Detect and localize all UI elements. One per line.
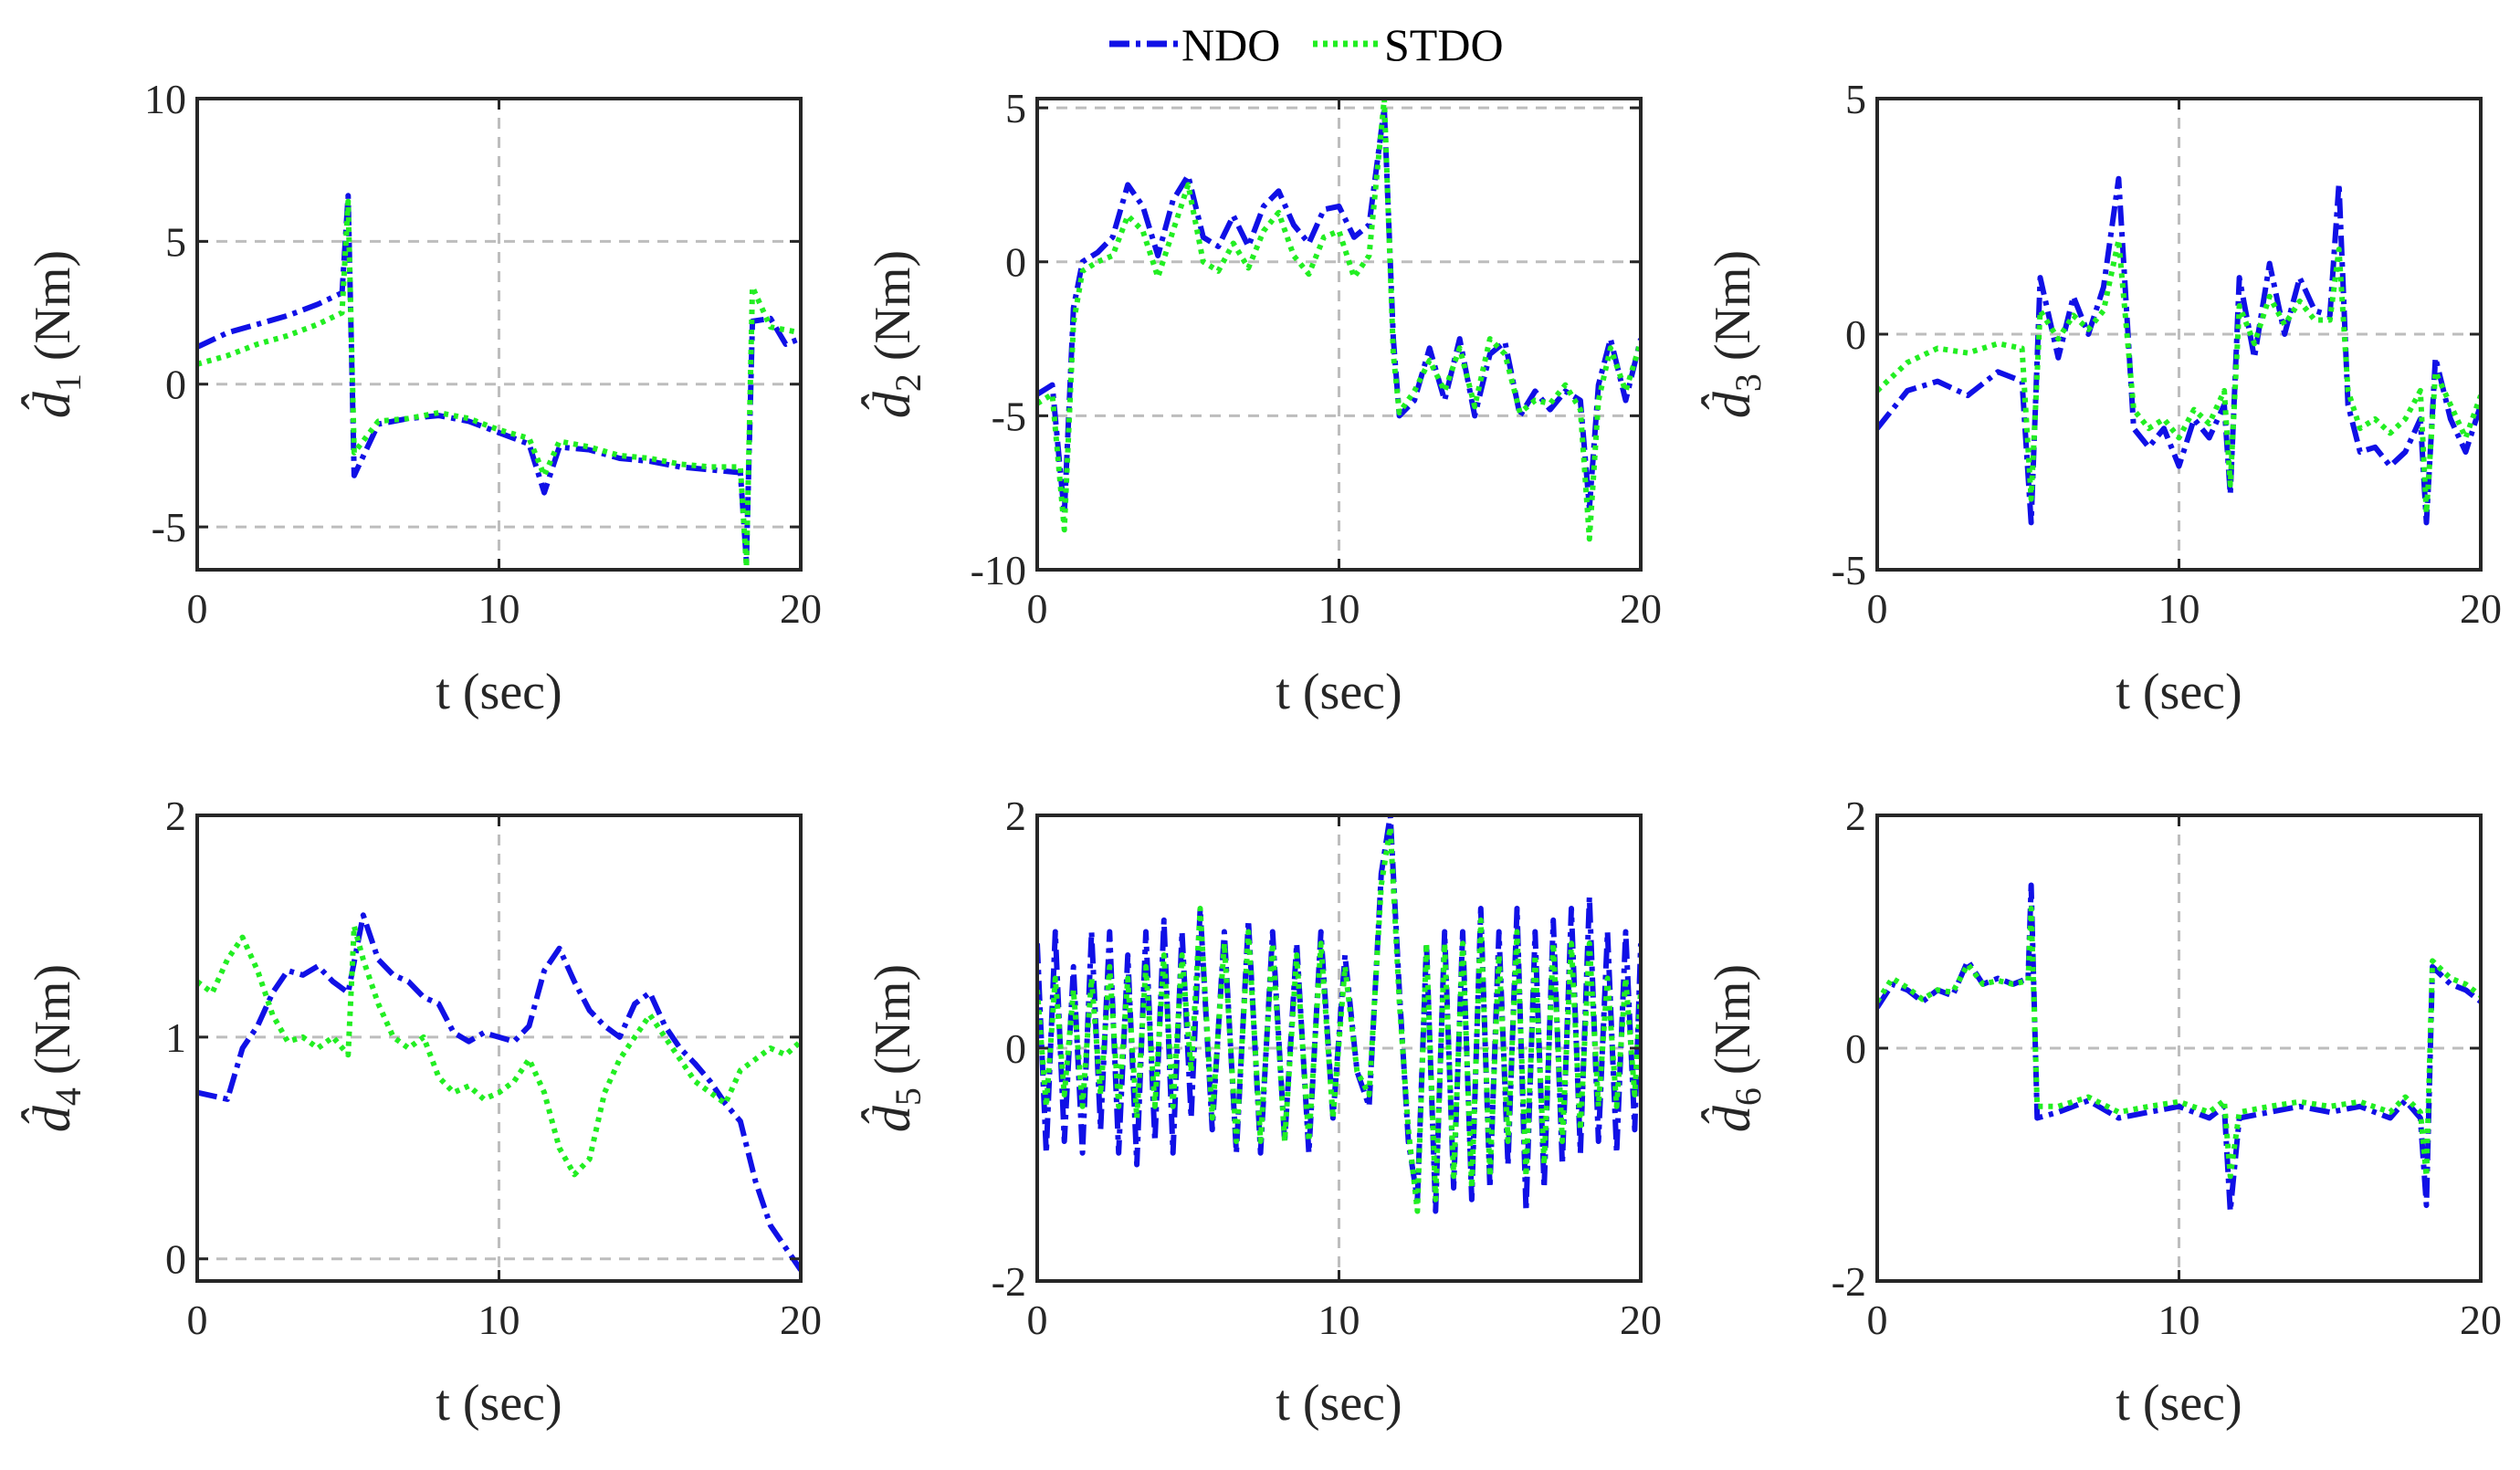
y-tick-label-d4: 2 (165, 793, 186, 839)
y-tick-label-d1: -5 (152, 504, 186, 551)
series-line-stdo-d2 (1037, 99, 1641, 542)
subplot-d2: 0 10 20 5 0 -5 -10 t (sec) d̂2 (Nm) (862, 85, 1662, 720)
y-tick-label-d6: 2 (1845, 793, 1866, 839)
series-line-ndo-d4 (197, 912, 801, 1272)
y-tick-label-d2: 0 (1005, 239, 1026, 286)
y-tick-label-d4: 1 (165, 1014, 186, 1061)
legend-ndo-label: NDO (1181, 19, 1280, 70)
y-label-subscript-d5: 5 (887, 1087, 929, 1106)
y-tick-label-d5: 2 (1005, 793, 1026, 839)
y-label-symbol-d1: d̂ (22, 391, 81, 418)
y-label-symbol-d3: d̂ (1702, 391, 1761, 418)
y-tick-label-d1: 10 (144, 76, 186, 122)
y-label-subscript-d1: 1 (47, 373, 89, 392)
x-tick-label-d1: 20 (780, 585, 822, 632)
y-label-subscript-d3: 3 (1727, 373, 1769, 392)
y-label-unit-d5: (Nm) (865, 964, 921, 1075)
y-tick-label-d5: -2 (992, 1258, 1026, 1305)
y-tick-label-d2: -5 (992, 393, 1026, 439)
x-tick-label-d6: 0 (1867, 1297, 1888, 1343)
y-tick-label-d4: 0 (165, 1236, 186, 1283)
y-label-symbol-d4: d̂ (22, 1105, 81, 1132)
x-axis-label-d3: t (sec) (2116, 664, 2242, 720)
y-tick-label-d1: 0 (165, 362, 186, 408)
x-tick-label-d5: 20 (1620, 1297, 1662, 1343)
legend: NDO STDO (1109, 19, 1504, 70)
y-axis-label-d2: d̂2 (Nm) (862, 250, 929, 418)
x-axis-label-d2: t (sec) (1276, 664, 1402, 720)
x-tick-label-d5: 10 (1318, 1297, 1360, 1343)
y-label-unit-d4: (Nm) (25, 964, 81, 1075)
series-line-stdo-d3 (1877, 236, 2481, 517)
y-label-unit-d6: (Nm) (1705, 964, 1761, 1075)
x-tick-label-d1: 0 (187, 585, 208, 632)
y-label-unit-d3: (Nm) (1705, 250, 1761, 361)
series-line-stdo-d6 (1877, 906, 2481, 1180)
y-axis-label-d3: d̂3 (Nm) (1702, 250, 1769, 418)
x-axis-label-d4: t (sec) (436, 1375, 562, 1432)
y-tick-label-d5: 0 (1005, 1025, 1026, 1072)
y-tick-label-d2: 5 (1005, 85, 1026, 131)
y-axis-label-d1: d̂1 (Nm) (22, 250, 89, 418)
y-label-symbol-d5: d̂ (862, 1105, 921, 1132)
y-label-symbol-d6: d̂ (1702, 1105, 1761, 1132)
x-tick-label-d4: 0 (187, 1297, 208, 1343)
x-tick-label-d4: 20 (780, 1297, 822, 1343)
series-line-ndo-d3 (1877, 175, 2481, 526)
y-tick-label-d6: -2 (1832, 1258, 1866, 1305)
x-tick-label-d2: 0 (1027, 585, 1048, 632)
y-tick-label-d6: 0 (1845, 1025, 1866, 1072)
series-line-ndo-d5 (1037, 815, 1641, 1214)
y-tick-label-d1: 5 (165, 218, 186, 265)
x-tick-label-d4: 10 (478, 1297, 520, 1343)
x-tick-label-d3: 20 (2460, 585, 2502, 632)
legend-stdo-label: STDO (1384, 19, 1504, 70)
x-tick-label-d6: 10 (2158, 1297, 2200, 1343)
y-tick-label-d3: 5 (1845, 76, 1866, 122)
x-tick-label-d6: 20 (2460, 1297, 2502, 1343)
y-label-unit-d1: (Nm) (25, 250, 81, 361)
x-tick-label-d3: 0 (1867, 585, 1888, 632)
y-axis-label-d4: d̂4 (Nm) (22, 964, 89, 1132)
y-label-subscript-d2: 2 (887, 373, 929, 392)
x-axis-label-d5: t (sec) (1276, 1375, 1402, 1432)
x-tick-label-d2: 10 (1318, 585, 1360, 632)
series-line-stdo-d1 (197, 198, 801, 570)
x-axis-label-d6: t (sec) (2116, 1375, 2242, 1432)
series-line-stdo-d4 (197, 923, 801, 1178)
y-axis-label-d5: d̂5 (Nm) (862, 964, 929, 1132)
y-label-symbol-d2: d̂ (862, 391, 921, 418)
x-tick-label-d3: 10 (2158, 585, 2200, 632)
x-tick-label-d1: 10 (478, 585, 520, 632)
x-tick-label-d2: 20 (1620, 585, 1662, 632)
y-tick-label-d2: -10 (971, 547, 1026, 593)
x-tick-label-d5: 0 (1027, 1297, 1048, 1343)
y-label-subscript-d4: 4 (47, 1087, 89, 1106)
y-label-unit-d2: (Nm) (865, 250, 921, 361)
y-label-subscript-d6: 6 (1727, 1087, 1769, 1106)
y-tick-label-d3: 0 (1845, 311, 1866, 358)
x-axis-label-d1: t (sec) (436, 664, 562, 720)
y-tick-label-d3: -5 (1832, 547, 1866, 593)
y-axis-label-d6: d̂6 (Nm) (1702, 964, 1769, 1132)
series-line-ndo-d2 (1037, 105, 1641, 518)
series-line-stdo-d5 (1037, 824, 1641, 1214)
